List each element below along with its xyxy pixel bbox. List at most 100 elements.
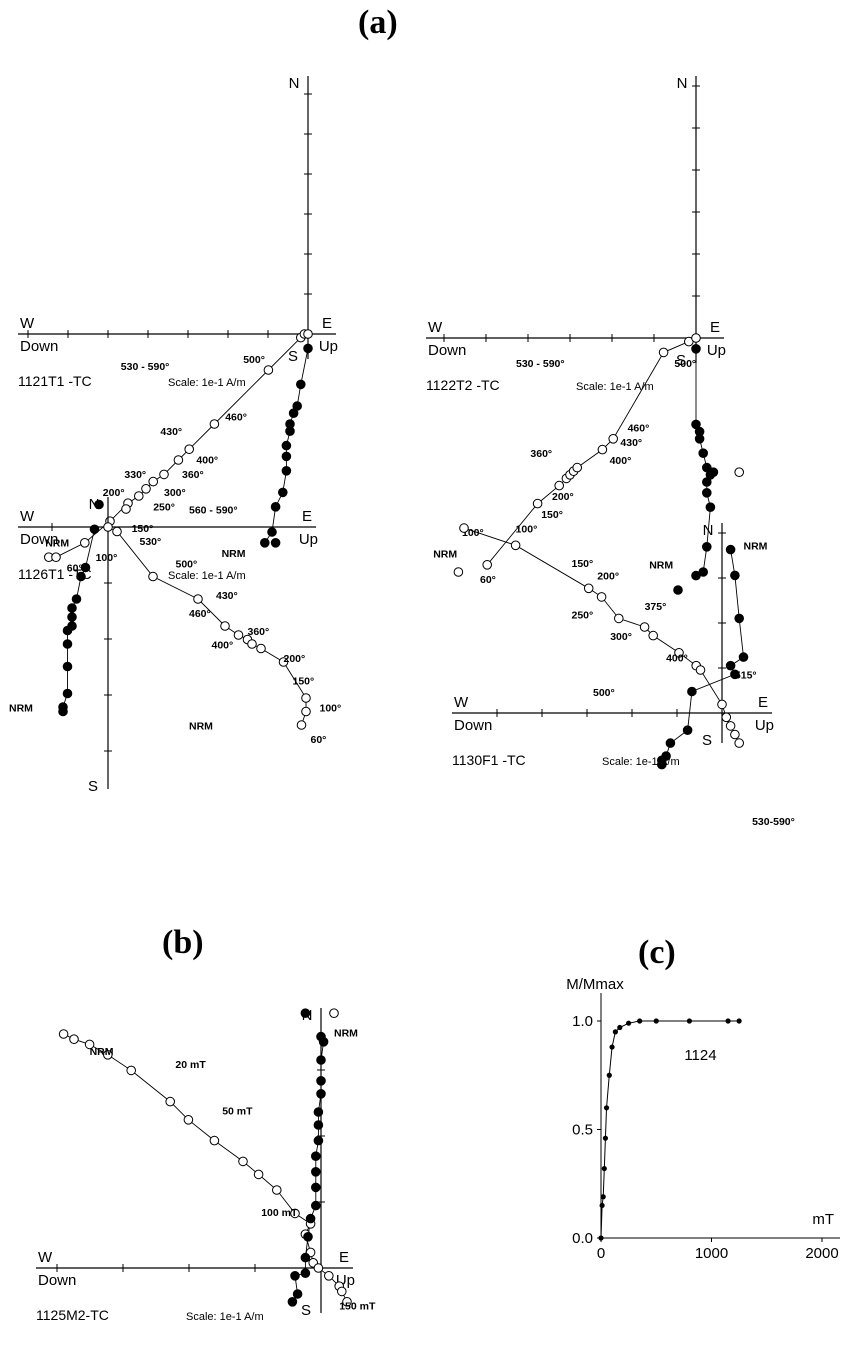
open-point (184, 444, 194, 455)
filled-point (260, 538, 270, 548)
specimen-id: 1130F1 -TC (452, 752, 526, 768)
irm-point (602, 1135, 609, 1141)
filled-point (62, 688, 73, 699)
open-point (112, 526, 122, 537)
step-label: 375° (645, 601, 667, 613)
open-point (510, 540, 521, 551)
step-label: 200° (103, 487, 125, 499)
open-point (303, 329, 313, 339)
irm-point (626, 1020, 632, 1026)
filled-point (702, 488, 712, 498)
step-label: 250° (153, 501, 175, 513)
step-label: 100° (320, 703, 342, 715)
axis-label-up: Up (319, 338, 338, 355)
open-point (148, 476, 158, 487)
step-label: 530° (140, 536, 162, 548)
panel-heading-a: (a) (358, 4, 398, 41)
open-point (596, 592, 607, 602)
step-label: 150° (572, 558, 594, 570)
axis-label-down: Down (454, 717, 492, 734)
open-point (730, 729, 740, 740)
axis-label-e: E (322, 315, 332, 332)
open-point (691, 333, 701, 343)
filled-point (62, 661, 73, 672)
open-point (725, 721, 736, 731)
axis-label-n: N (89, 496, 100, 513)
axis-label-e: E (302, 508, 312, 525)
step-label: 200° (284, 653, 306, 665)
open-point (614, 613, 624, 624)
open-point (134, 491, 144, 501)
filled-point (725, 544, 736, 555)
axis-label-s: S (676, 352, 686, 369)
open-point (342, 1297, 352, 1307)
filled-point (730, 669, 740, 680)
step-label: NRM (189, 721, 213, 733)
step-label: 250° (572, 609, 594, 621)
filled-point (316, 1076, 326, 1086)
panel-heading-c: (c) (638, 934, 676, 971)
irm-point (686, 1018, 693, 1024)
axis-label-s: S (301, 1302, 311, 1319)
open-point (220, 621, 230, 631)
open-point (734, 467, 745, 478)
x-tick-label: 1000 (695, 1245, 728, 1262)
specimen-id: 1122T2 -TC (426, 377, 500, 393)
step-label: 360° (530, 448, 552, 460)
step-label: 430° (160, 426, 182, 438)
step-label: 530-590° (752, 816, 795, 828)
open-point (648, 630, 659, 641)
step-label: 500° (176, 559, 198, 571)
filled-point (316, 1089, 326, 1099)
open-point (263, 365, 274, 375)
step-label: 100° (96, 552, 118, 564)
step-label: 430° (620, 437, 642, 449)
step-label: 330° (124, 469, 146, 481)
open-point (674, 648, 684, 658)
step-label: NRM (334, 1028, 358, 1040)
open-point (121, 504, 131, 514)
step-label: 60° (480, 574, 496, 586)
open-point (734, 738, 745, 748)
filled-point (313, 1135, 324, 1146)
open-point (272, 1185, 282, 1195)
axis-label-w: W (38, 1249, 53, 1266)
scale-label: Scale: 1e-1 A/m (602, 756, 680, 768)
irm-line (600, 1020, 740, 1239)
step-label: 200° (552, 491, 574, 503)
open-point (159, 469, 169, 480)
filled-point (303, 343, 313, 354)
irm-point (603, 1105, 610, 1111)
step-label: 500° (593, 687, 615, 699)
open-point (256, 643, 266, 654)
step-label: NRM (433, 549, 457, 561)
specimen-id: 1126T1 -TC (18, 566, 92, 582)
filled-point (267, 527, 277, 537)
irm-point (617, 1024, 623, 1031)
open-point (459, 523, 469, 533)
filled-point (270, 538, 281, 548)
filled-point (691, 419, 701, 430)
x-tick-label: 0 (597, 1245, 605, 1262)
step-label: 400° (212, 640, 234, 652)
open-point (597, 444, 608, 455)
filled-point (311, 1182, 321, 1193)
filled-point (705, 502, 716, 513)
open-point (296, 720, 307, 730)
filled-point (62, 625, 73, 636)
axis-label-down: Down (38, 1272, 76, 1289)
open-point (717, 699, 727, 710)
step-label: NRM (744, 541, 768, 553)
filled-point (58, 706, 68, 717)
step-label: 100° (516, 523, 538, 535)
step-label: 50 mT (222, 1106, 253, 1118)
step-label: 500° (243, 354, 265, 366)
step-label: 430° (216, 590, 238, 602)
open-point (639, 622, 650, 632)
open-point (173, 455, 184, 465)
axis-label-e: E (339, 1249, 349, 1266)
filled-point (313, 1107, 324, 1117)
open-point (301, 693, 311, 703)
axis-label-w: W (20, 315, 35, 332)
